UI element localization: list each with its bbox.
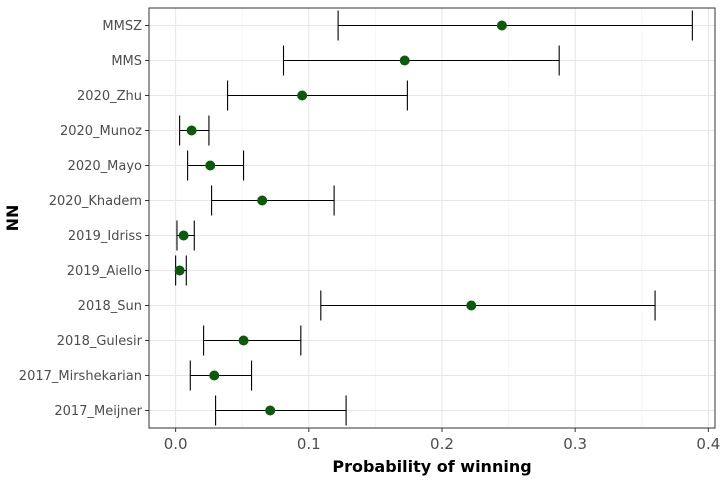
x-tick-label: 0.2 xyxy=(430,435,454,453)
data-point xyxy=(257,195,268,206)
y-tick-label: 2018_Gulesir xyxy=(57,334,143,349)
error-bar xyxy=(337,10,693,41)
panel-background xyxy=(148,7,716,429)
data-point xyxy=(238,335,249,346)
data-point xyxy=(496,20,507,31)
error-bar xyxy=(203,325,302,356)
data-point xyxy=(399,55,410,66)
y-tick-label: MMSZ xyxy=(102,19,142,34)
minor-gridlines xyxy=(241,8,643,428)
y-tick-label: 2018_Sun xyxy=(78,299,142,314)
y-tick-label: MMS xyxy=(111,54,142,69)
y-tick-label: 2020_Mayo xyxy=(68,159,142,174)
y-tick-label: 2019_Aiello xyxy=(67,264,142,279)
y-tick-label: 2019_Idriss xyxy=(68,229,142,244)
error-bar xyxy=(215,395,347,426)
x-tick-label: 0.1 xyxy=(297,435,321,453)
error-bar xyxy=(227,80,408,111)
data-point xyxy=(174,265,185,276)
data-point xyxy=(265,405,276,416)
data-point xyxy=(205,160,216,171)
x-tick-label: 0.3 xyxy=(563,435,587,453)
error-bar xyxy=(189,360,253,391)
error-bar xyxy=(320,290,656,321)
data-points xyxy=(174,20,507,416)
error-bar xyxy=(187,150,245,181)
x-tick-label: 0.4 xyxy=(696,435,720,453)
y-tick-label: 2017_Mirshekarian xyxy=(19,369,142,384)
error-bar xyxy=(211,185,335,216)
data-point xyxy=(209,370,220,381)
y-tick-label: 2020_Munoz xyxy=(60,124,142,139)
x-tick-label: 0.0 xyxy=(164,435,188,453)
x-axis-title: Probability of winning xyxy=(332,457,531,476)
data-point xyxy=(466,300,477,311)
error-bars xyxy=(175,10,693,426)
error-bar xyxy=(282,45,560,76)
panel-border xyxy=(148,7,716,429)
y-axis-title: NN xyxy=(3,205,22,232)
x-axis: 0.0 0.1 0.2 0.3 0.4 xyxy=(164,428,720,453)
data-point xyxy=(186,125,197,136)
y-tick-label: 2020_Khadem xyxy=(49,194,142,209)
y-axis: MMSZ MMS 2020_Zhu 2020_Munoz 2020_Mayo 2020_K… xyxy=(19,19,149,419)
data-point xyxy=(178,230,189,241)
y-tick-label: 2020_Zhu xyxy=(77,89,142,104)
data-point xyxy=(297,90,308,101)
y-tick-label: 2017_Meijner xyxy=(54,404,142,419)
